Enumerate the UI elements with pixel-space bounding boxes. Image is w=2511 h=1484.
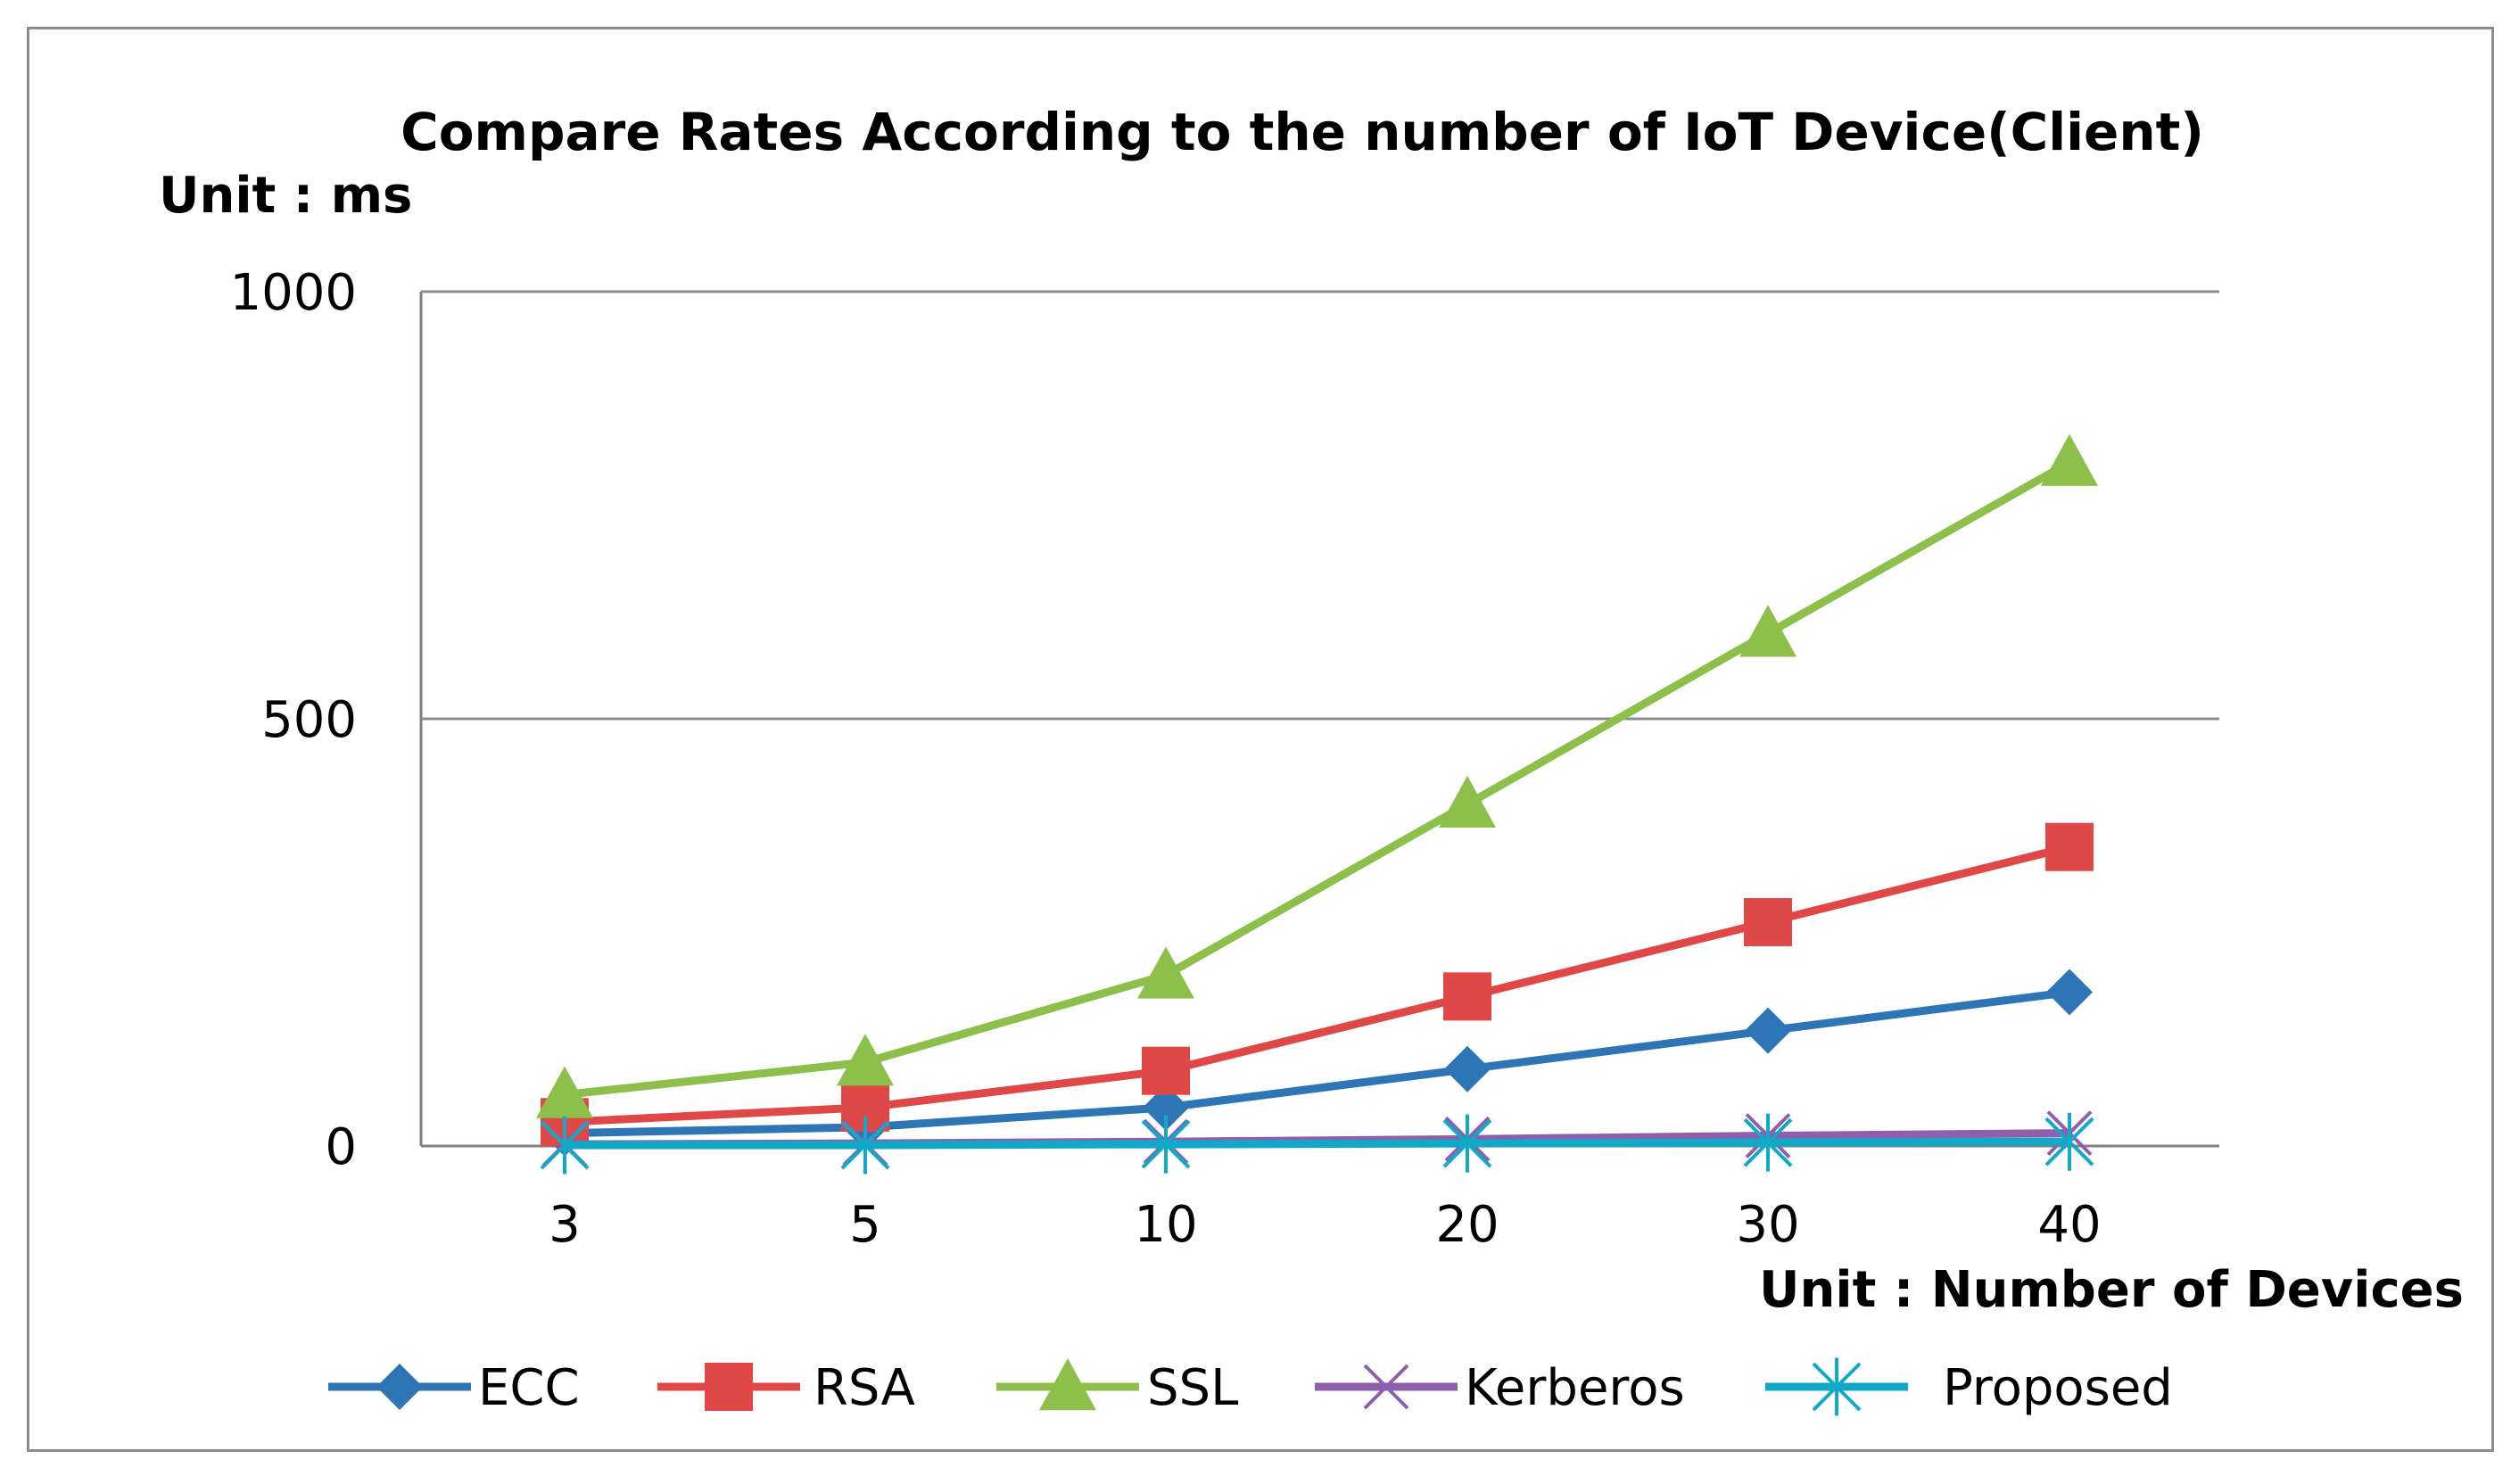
data-point	[1141, 1115, 1191, 1174]
legend-label: Kerberos	[1465, 1359, 1685, 1417]
series-ecc	[541, 969, 2093, 1157]
data-point	[1039, 1358, 1096, 1411]
series-ssl	[536, 433, 2098, 1118]
data-point	[1739, 605, 1797, 657]
data-point	[2045, 822, 2094, 871]
legend-item-proposed: Proposed	[1765, 1357, 2173, 1417]
data-point	[2041, 433, 2098, 486]
data-point	[540, 1116, 590, 1175]
data-point	[1743, 1113, 1793, 1172]
data-point	[1439, 775, 1496, 829]
data-point	[1443, 972, 1491, 1021]
y-axis-label: Unit : ms	[159, 167, 412, 225]
series-line	[564, 458, 2072, 1099]
series-rsa	[541, 822, 2094, 1147]
legend-item-kerberos: Kerberos	[1315, 1359, 1685, 1417]
legend-label: SSL	[1147, 1359, 1238, 1417]
data-point	[1143, 1084, 1189, 1131]
data-point	[1444, 1045, 1491, 1092]
data-point	[1812, 1357, 1862, 1416]
x-tick-label: 3	[549, 1196, 581, 1254]
series-line	[565, 1137, 2070, 1150]
data-point	[2046, 969, 2093, 1016]
legend-item-ecc: ECC	[328, 1359, 580, 1417]
x-tick-label: 30	[1736, 1196, 1799, 1254]
data-point	[840, 1116, 890, 1175]
series-layer	[536, 433, 2098, 1175]
series-proposed	[540, 1112, 2094, 1175]
x-tick-label: 20	[1435, 1196, 1499, 1254]
data-point	[1142, 1046, 1190, 1095]
x-tick-label: 10	[1134, 1196, 1197, 1254]
data-point	[705, 1363, 753, 1411]
data-point	[1363, 1364, 1409, 1410]
gridlines	[419, 290, 2219, 1148]
legend-item-ssl: SSL	[996, 1358, 1238, 1417]
data-point	[1745, 1007, 1791, 1054]
data-point	[837, 1034, 894, 1086]
legend: ECC RSA SSL Kerberos Proposed	[328, 1357, 2173, 1417]
x-tick-label: 40	[2037, 1196, 2101, 1254]
chart-title: Compare Rates According to the number of…	[401, 102, 2204, 162]
data-point	[1137, 946, 1194, 999]
data-point	[376, 1364, 423, 1410]
data-point	[1744, 898, 1792, 947]
data-point	[536, 1066, 593, 1118]
data-point	[1442, 1114, 1492, 1173]
y-tick-label: 500	[261, 691, 357, 749]
tick-labels: 0 500 1000 3 5 10 20 30 40	[229, 264, 2101, 1254]
series-line	[564, 843, 2071, 1126]
legend-label: RSA	[814, 1359, 915, 1417]
y-tick-label: 0	[325, 1118, 357, 1176]
x-axis-label: Unit : Number of Devices	[1759, 1261, 2464, 1319]
data-point	[2044, 1112, 2094, 1171]
y-tick-label: 1000	[229, 264, 357, 322]
chart-frame	[27, 27, 2494, 1452]
series-line	[564, 988, 2070, 1138]
x-tick-label: 5	[849, 1196, 881, 1254]
legend-label: ECC	[478, 1359, 580, 1417]
legend-item-rsa: RSA	[657, 1359, 915, 1417]
legend-label: Proposed	[1943, 1359, 2173, 1417]
